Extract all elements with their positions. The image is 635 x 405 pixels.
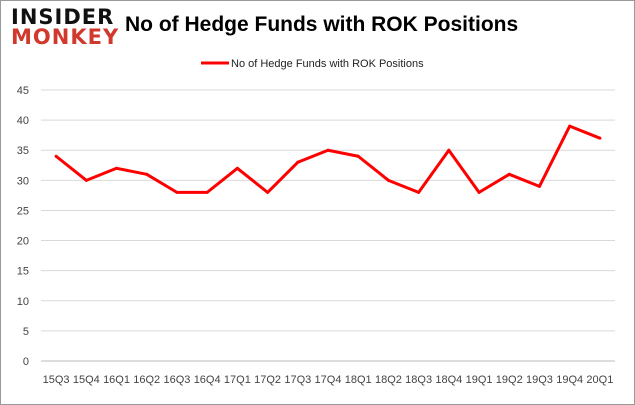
x-tick-label: 16Q3 — [163, 374, 190, 386]
data-point — [568, 124, 572, 128]
data-point — [145, 172, 149, 176]
data-point — [84, 178, 88, 182]
x-tick-label: 16Q1 — [103, 374, 130, 386]
legend-label: No of Hedge Funds with ROK Positions — [231, 58, 424, 70]
x-tick-label: 15Q4 — [73, 374, 100, 386]
x-tick-label: 16Q4 — [194, 374, 221, 386]
logo-line2: MONKEY — [11, 25, 120, 49]
data-point — [115, 166, 119, 170]
y-tick-label: 5 — [23, 326, 29, 338]
x-tick-label: 18Q3 — [405, 374, 432, 386]
data-point — [54, 154, 58, 158]
data-point — [386, 178, 390, 182]
x-tick-label: 17Q3 — [284, 374, 311, 386]
data-point — [235, 166, 239, 170]
y-tick-label: 45 — [17, 85, 29, 97]
y-tick-label: 10 — [17, 296, 29, 308]
x-tick-label: 20Q1 — [586, 374, 613, 386]
y-tick-label: 20 — [17, 236, 29, 248]
y-tick-label: 15 — [17, 266, 29, 278]
x-tick-label: 16Q2 — [133, 374, 160, 386]
series-line — [55, 124, 601, 194]
x-tick-label: 17Q1 — [224, 374, 251, 386]
y-tick-label: 40 — [17, 115, 29, 127]
data-point — [477, 190, 481, 194]
data-point — [507, 172, 511, 176]
x-tick-label: 17Q2 — [254, 374, 281, 386]
logo-line1: INSIDER — [11, 5, 115, 29]
x-tick-label: 18Q4 — [435, 374, 462, 386]
data-point — [175, 190, 179, 194]
y-tick-label: 30 — [17, 175, 29, 187]
data-point — [326, 148, 330, 152]
data-point — [356, 154, 360, 158]
x-tick-label: 18Q2 — [375, 374, 402, 386]
y-tick-label: 0 — [23, 356, 29, 368]
x-tick-label: 15Q3 — [43, 374, 70, 386]
x-tick-label: 19Q4 — [556, 374, 583, 386]
chart-title: No of Hedge Funds with ROK Positions — [125, 13, 519, 36]
data-point — [205, 190, 209, 194]
y-tick-label: 25 — [17, 205, 29, 217]
insider-monkey-logo: INSIDER MONKEY — [11, 5, 120, 49]
data-point — [537, 184, 541, 188]
x-tick-label: 19Q3 — [526, 374, 553, 386]
x-tick-label: 19Q2 — [496, 374, 523, 386]
data-point — [266, 190, 270, 194]
data-point — [417, 190, 421, 194]
x-tick-label: 17Q4 — [315, 374, 342, 386]
data-point — [598, 136, 602, 140]
x-tick-label: 18Q1 — [345, 374, 372, 386]
data-point — [296, 160, 300, 164]
data-point — [447, 148, 451, 152]
y-tick-label: 35 — [17, 145, 29, 157]
x-tick-label: 19Q1 — [466, 374, 493, 386]
